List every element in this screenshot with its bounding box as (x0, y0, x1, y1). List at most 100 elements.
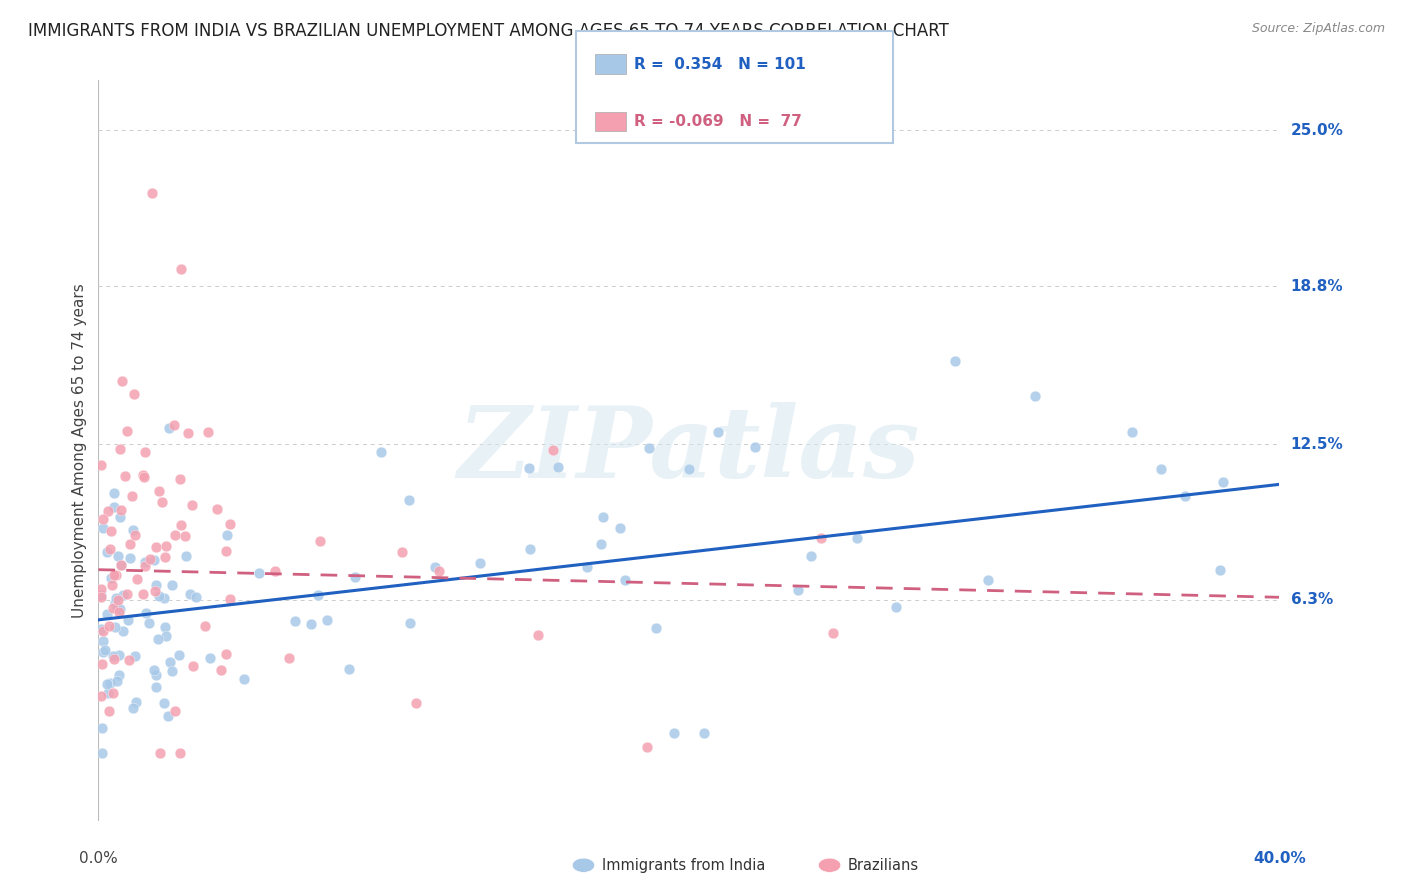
Point (124, 648, 146, 663)
Point (142, 663, 165, 677)
Point (744, 440, 766, 454)
Point (219, 591, 242, 606)
Point (103, 568, 125, 582)
Point (307, 588, 329, 602)
Point (247, 566, 270, 581)
Point (547, 459, 569, 474)
Point (786, 582, 808, 597)
Point (132, 467, 155, 482)
Point (636, 739, 658, 754)
Point (94, 643, 117, 657)
Point (91, 624, 114, 638)
Point (159, 655, 181, 669)
Point (104, 619, 127, 633)
Point (157, 709, 180, 723)
Point (105, 568, 128, 582)
Point (148, 589, 170, 603)
Point (115, 424, 138, 438)
Point (90, 590, 112, 604)
Point (575, 560, 598, 574)
Text: 40.0%: 40.0% (1253, 851, 1306, 866)
Point (103, 652, 125, 666)
Point (398, 615, 420, 630)
Point (132, 469, 155, 483)
Point (111, 587, 134, 601)
Point (121, 489, 143, 503)
Point (108, 605, 131, 619)
Point (138, 616, 160, 631)
Point (101, 578, 124, 592)
Point (146, 632, 169, 646)
Point (103, 649, 125, 664)
Point (405, 697, 427, 711)
Point (117, 613, 139, 627)
Point (145, 680, 167, 694)
Point (517, 460, 540, 475)
Point (103, 500, 125, 514)
Point (149, 746, 172, 760)
Point (103, 485, 125, 500)
Point (118, 537, 141, 551)
Point (90, 623, 112, 637)
Point (110, 503, 132, 517)
Point (160, 665, 183, 679)
Point (148, 484, 170, 499)
Point (664, 726, 686, 740)
Point (205, 502, 228, 516)
Point (169, 472, 191, 486)
Point (104, 591, 127, 605)
Point (143, 553, 166, 567)
Point (177, 425, 200, 440)
Point (1174, 489, 1197, 503)
Point (846, 531, 869, 545)
Point (170, 517, 193, 532)
Point (1024, 389, 1046, 403)
Point (107, 549, 129, 563)
Point (90, 689, 112, 703)
Point (264, 564, 287, 578)
Y-axis label: Unemployment Among Ages 65 to 74 years: Unemployment Among Ages 65 to 74 years (72, 283, 87, 618)
Text: Brazilians: Brazilians (848, 858, 920, 872)
Point (111, 375, 134, 389)
Point (1212, 475, 1234, 489)
Point (644, 621, 666, 635)
Text: 18.8%: 18.8% (1291, 278, 1343, 293)
Point (179, 586, 201, 600)
Point (344, 570, 367, 584)
Point (886, 600, 908, 615)
Point (170, 261, 193, 276)
Point (91, 520, 114, 534)
Point (125, 695, 148, 709)
Point (93, 511, 115, 525)
Point (609, 521, 631, 535)
Point (155, 539, 177, 553)
Point (339, 662, 361, 676)
Point (707, 425, 730, 439)
Point (108, 668, 131, 682)
Point (96, 607, 118, 622)
Point (209, 663, 232, 677)
Point (693, 726, 716, 740)
Point (141, 186, 163, 201)
Point (821, 625, 844, 640)
Point (174, 529, 197, 543)
Point (118, 653, 141, 667)
Text: R =  0.354   N = 101: R = 0.354 N = 101 (634, 57, 806, 71)
Point (527, 628, 550, 642)
Point (468, 556, 491, 570)
Text: 0.0%: 0.0% (79, 851, 118, 866)
Point (214, 544, 236, 558)
Point (98, 704, 121, 718)
Point (115, 587, 138, 601)
Point (91, 633, 114, 648)
Point (316, 613, 339, 627)
Point (90, 582, 112, 596)
Point (134, 555, 156, 569)
Point (107, 593, 129, 607)
Point (96, 677, 118, 691)
Point (153, 549, 176, 564)
Point (278, 651, 301, 665)
Point (153, 696, 176, 710)
Point (155, 629, 177, 643)
Point (678, 462, 700, 476)
